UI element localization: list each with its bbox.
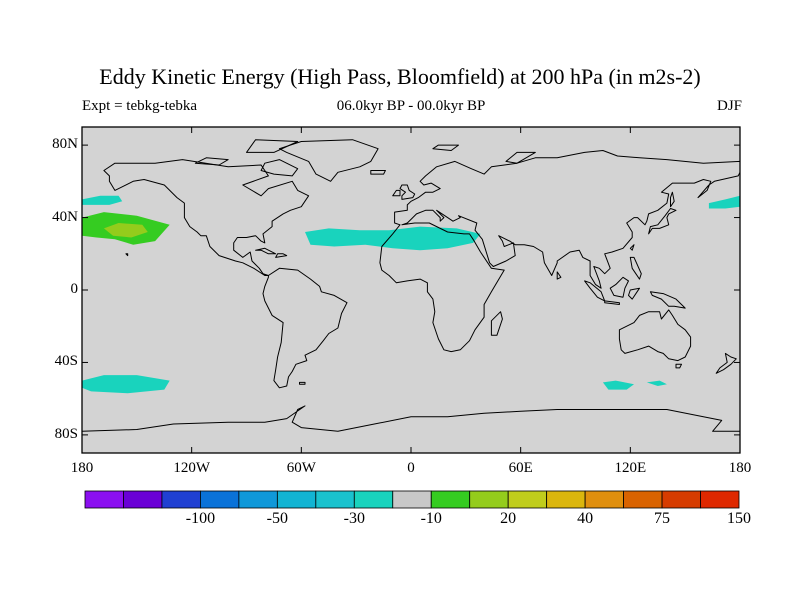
colorbar-swatch: [123, 490, 163, 509]
coastline-antarctica: [82, 405, 740, 453]
map-background: [82, 127, 740, 453]
coastline-new-guinea: [649, 291, 686, 309]
colorbar-swatch: [584, 490, 624, 509]
anomaly-region-north-pacific-west-cyan: [82, 195, 123, 205]
colorbar-swatch: [200, 490, 240, 509]
colorbar-swatch: [430, 490, 471, 509]
coastline-borneo: [609, 276, 629, 298]
lat-tick-label: 80N: [52, 136, 78, 153]
colorbar-swatch: [84, 490, 124, 509]
lat-tick-label: 40S: [54, 353, 78, 370]
colorbar-label: 75: [654, 510, 671, 527]
coastline-java: [604, 300, 620, 305]
plot-title: Eddy Kinetic Energy (High Pass, Bloomfie…: [99, 64, 701, 89]
coastline-south-america: [262, 267, 348, 389]
season-label: DJF: [716, 98, 742, 114]
coastline-sulawesi: [628, 287, 640, 300]
coastline-tasmania: [675, 363, 682, 369]
coastline-novaya-zemlya: [505, 151, 536, 164]
colorbar-swatch: [238, 490, 278, 509]
lon-tick-label: 180: [70, 460, 94, 476]
anomaly-region-south-indian-cyan-1: [602, 380, 634, 390]
coastline-hawaii: [125, 253, 129, 257]
colorbar-swatch: [700, 490, 740, 509]
coastline-greenland: [278, 139, 379, 182]
coastline-north-america: [103, 159, 310, 276]
colorbar-swatch: [353, 490, 394, 509]
anomaly-region-south-indian-cyan-2: [646, 380, 667, 386]
coastline-falklands: [299, 381, 306, 385]
lat-tick-label: 80S: [54, 425, 78, 442]
coastline-japan: [648, 208, 677, 235]
coastline-ellesmere-island: [246, 139, 299, 153]
lon-tick-label: 0: [407, 460, 415, 476]
colorbar-label: -30: [343, 510, 365, 527]
colorbar-label: 150: [727, 510, 751, 527]
coastline-hispaniola: [275, 253, 288, 258]
lat-tick-label: 0: [70, 281, 79, 297]
anomaly-fill-layer: [82, 195, 740, 394]
coastline-eurasia-africa: [379, 150, 740, 353]
colorbar-swatch: [546, 490, 586, 509]
coastline-svalbard: [432, 144, 459, 151]
coastline-victoria-island: [194, 157, 229, 166]
colorbar-swatch: [161, 490, 201, 509]
coastline-layer: [82, 139, 740, 453]
lon-tick-label: 180: [728, 460, 752, 476]
anomaly-region-south-pacific-cyan: [82, 375, 170, 394]
coastline-ireland: [392, 189, 401, 197]
coastline-baffin-island: [260, 159, 299, 177]
colorbar-swatch: [315, 490, 355, 509]
coastline-cuba: [255, 247, 277, 255]
lon-tick-label: 60E: [508, 460, 533, 476]
coastline-great-britain: [399, 184, 416, 200]
coastline-taiwan: [629, 244, 635, 251]
coastline-sakhalin: [670, 191, 675, 208]
lon-tick-label: 120W: [173, 460, 210, 476]
colorbar-swatch: [507, 490, 548, 509]
colorbar-label: -100: [185, 510, 216, 527]
lat-tick-label: 40N: [52, 208, 78, 225]
anomaly-region-north-atlantic-africa-cyan: [305, 226, 481, 251]
anomaly-region-north-pacific-yellowgreen: [103, 223, 148, 238]
colorbar-label: 40: [577, 510, 594, 527]
map-frame: [81, 126, 741, 454]
coastline-new-zealand: [715, 352, 737, 374]
time-period-label: 06.0kyr BP - 00.0kyr BP: [336, 98, 486, 114]
coastline-australia: [618, 309, 692, 362]
anomaly-region-north-pacific-east-cyan: [708, 195, 740, 209]
lon-tick-label: 60W: [286, 460, 316, 476]
coastline-iceland: [370, 170, 386, 175]
colorbar: [84, 490, 740, 509]
experiment-label: Expt = tebkg-tebka: [82, 98, 198, 114]
lon-tick-label: 120E: [614, 460, 647, 476]
colorbar-label: 20: [500, 510, 517, 527]
colorbar-swatch: [661, 490, 701, 509]
colorbar-swatch: [469, 490, 509, 509]
coastline-madagascar: [490, 311, 503, 336]
coastline-sri-lanka: [556, 271, 562, 280]
colorbar-swatch: [392, 490, 432, 509]
colorbar-label: -10: [420, 510, 442, 527]
colorbar-label: -50: [266, 510, 288, 527]
colorbar-swatch: [623, 490, 663, 509]
coastline-philippines: [629, 256, 642, 280]
colorbar-swatch: [276, 490, 317, 509]
